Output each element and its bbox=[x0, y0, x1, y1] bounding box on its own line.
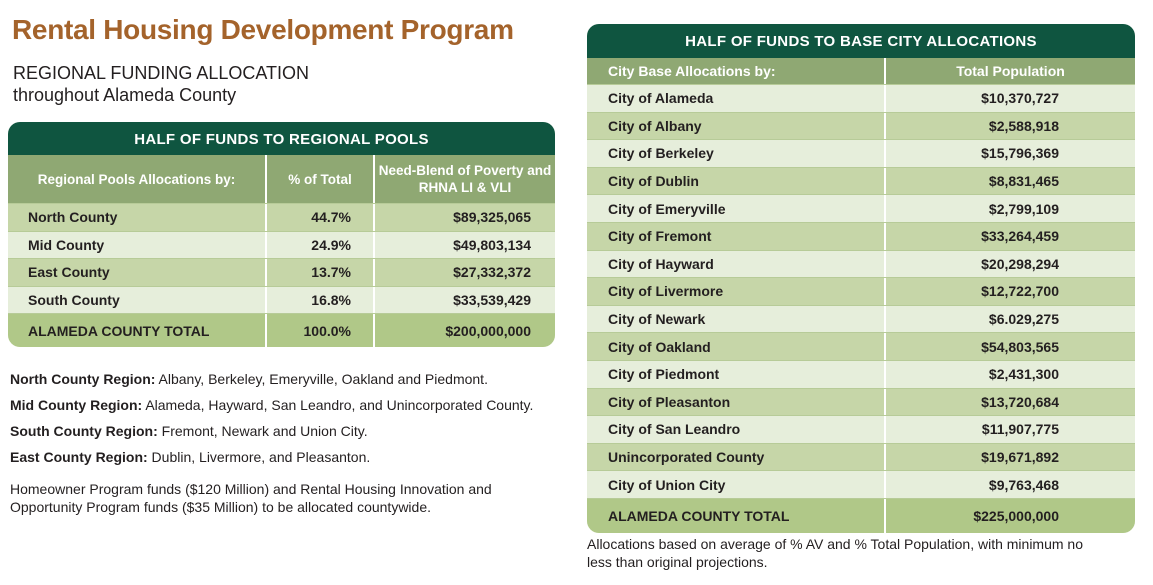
city-amount: $8,831,465 bbox=[988, 173, 1059, 190]
city-amount: $54,803,565 bbox=[981, 338, 1059, 355]
region-pct: 24.9% bbox=[267, 231, 375, 258]
city-amount: $15,796,369 bbox=[981, 145, 1059, 162]
table-row: South County 16.8% $33,539,429 bbox=[8, 286, 555, 314]
total-label: ALAMEDA COUNTY TOTAL bbox=[587, 498, 886, 533]
table-row: North County 44.7% $89,325,065 bbox=[8, 204, 555, 232]
table-row: City of Union City $9,763,468 bbox=[587, 471, 1135, 499]
table-row: City of Albany $2,588,918 bbox=[587, 112, 1135, 141]
city-name: City of Emeryville bbox=[587, 195, 886, 222]
region-note: Mid County Region: Alameda, Hayward, San… bbox=[10, 396, 555, 414]
header-total-population: Total Population bbox=[956, 63, 1065, 79]
city-name: City of Dublin bbox=[587, 167, 886, 195]
city-name: City of Newark bbox=[587, 305, 886, 333]
homeowner-note: Homeowner Program funds ($120 Million) a… bbox=[10, 481, 492, 515]
city-amount: $2,431,300 bbox=[988, 366, 1059, 383]
region-note-text: Dublin, Livermore, and Pleasanton. bbox=[147, 449, 371, 465]
city-amount: $13,720,684 bbox=[981, 393, 1059, 410]
city-name: City of Oakland bbox=[587, 333, 886, 360]
table-row: City of Dublin $8,831,465 bbox=[587, 167, 1135, 196]
city-amount: $2,799,109 bbox=[988, 200, 1059, 217]
total-pct: 100.0% bbox=[267, 314, 375, 347]
city-total-row: ALAMEDA COUNTY TOTAL $225,000,000 bbox=[587, 498, 1135, 533]
region-name: East County bbox=[8, 259, 267, 286]
city-name: City of Union City bbox=[587, 471, 886, 498]
subtitle: REGIONAL FUNDING ALLOCATION throughout A… bbox=[13, 62, 309, 106]
table-row: City of Oakland $54,803,565 bbox=[587, 333, 1135, 361]
total-amount: $200,000,000 bbox=[445, 322, 531, 339]
subtitle-line-1: REGIONAL FUNDING ALLOCATION bbox=[13, 63, 310, 83]
city-amount: $12,722,700 bbox=[981, 283, 1059, 300]
region-pct: 44.7% bbox=[267, 204, 375, 231]
city-allocations-table: HALF OF FUNDS TO BASE CITY ALLOCATIONS C… bbox=[587, 24, 1135, 533]
city-amount: $6.029,275 bbox=[988, 311, 1059, 328]
header-allocations-by: Regional Pools Allocations by: bbox=[8, 155, 267, 203]
city-amount: $33,264,459 bbox=[981, 228, 1059, 245]
table-row: Mid County 24.9% $49,803,134 bbox=[8, 231, 555, 259]
table-row: City of Livermore $12,722,700 bbox=[587, 278, 1135, 306]
header-need-blend: Need-Blend of Poverty and RHNA LI & VLI bbox=[378, 163, 552, 195]
regional-pools-table: HALF OF FUNDS TO REGIONAL POOLS Regional… bbox=[8, 122, 555, 347]
region-note-label: South County Region: bbox=[10, 423, 158, 439]
table-row: Unincorporated County $19,671,892 bbox=[587, 443, 1135, 472]
city-amount: $10,370,727 bbox=[981, 90, 1059, 107]
table-row: City of Alameda $10,370,727 bbox=[587, 85, 1135, 113]
city-name: City of Piedmont bbox=[587, 360, 886, 388]
region-note-text: Fremont, Newark and Union City. bbox=[157, 423, 368, 439]
region-amount: $27,332,372 bbox=[453, 264, 531, 281]
city-name: City of Hayward bbox=[587, 250, 886, 278]
city-name: City of Berkeley bbox=[587, 140, 886, 167]
region-notes: North County Region: Albany, Berkeley, E… bbox=[10, 370, 555, 524]
city-name: City of Livermore bbox=[587, 278, 886, 305]
table-row: City of Hayward $20,298,294 bbox=[587, 250, 1135, 279]
city-name: City of Alameda bbox=[587, 85, 886, 112]
table-row: City of Piedmont $2,431,300 bbox=[587, 360, 1135, 389]
region-note: North County Region: Albany, Berkeley, E… bbox=[10, 370, 555, 388]
header-pct-total: % of Total bbox=[267, 155, 375, 203]
regional-table-caption: HALF OF FUNDS TO REGIONAL POOLS bbox=[8, 122, 555, 155]
regional-total-row: ALAMEDA COUNTY TOTAL 100.0% $200,000,000 bbox=[8, 314, 555, 347]
region-name: North County bbox=[8, 204, 267, 231]
footnote: Allocations based on average of % AV and… bbox=[587, 536, 1083, 570]
regional-table-header: Regional Pools Allocations by: % of Tota… bbox=[8, 155, 555, 204]
region-name: Mid County bbox=[8, 231, 267, 258]
table-row: City of Berkeley $15,796,369 bbox=[587, 140, 1135, 168]
city-amount: $19,671,892 bbox=[981, 449, 1059, 466]
total-label: ALAMEDA COUNTY TOTAL bbox=[8, 314, 267, 347]
city-amount: $2,588,918 bbox=[988, 117, 1059, 134]
city-name: City of Pleasanton bbox=[587, 388, 886, 416]
table-row: City of San Leandro $11,907,775 bbox=[587, 416, 1135, 444]
page-title: Rental Housing Development Program bbox=[12, 14, 514, 45]
region-amount: $33,539,429 bbox=[453, 291, 531, 308]
region-amount: $49,803,134 bbox=[453, 236, 531, 253]
city-name: Unincorporated County bbox=[587, 443, 886, 471]
region-note-label: East County Region: bbox=[10, 449, 148, 465]
table-row: City of Newark $6.029,275 bbox=[587, 305, 1135, 334]
header-city-allocations-by: City Base Allocations by: bbox=[587, 58, 886, 84]
region-note-label: North County Region: bbox=[10, 371, 156, 387]
region-pct: 16.8% bbox=[267, 286, 375, 313]
region-name: South County bbox=[8, 286, 267, 313]
region-note-label: Mid County Region: bbox=[10, 397, 143, 413]
city-amount: $20,298,294 bbox=[981, 255, 1059, 272]
table-row: City of Fremont $33,264,459 bbox=[587, 222, 1135, 251]
city-name: City of Fremont bbox=[587, 222, 886, 250]
total-amount: $225,000,000 bbox=[973, 507, 1059, 524]
region-note: South County Region: Fremont, Newark and… bbox=[10, 422, 555, 440]
subtitle-line-2: throughout Alameda County bbox=[13, 85, 237, 105]
table-row: City of Pleasanton $13,720,684 bbox=[587, 388, 1135, 417]
region-pct: 13.7% bbox=[267, 259, 375, 286]
region-note-text: Alameda, Hayward, San Leandro, and Uninc… bbox=[142, 397, 534, 413]
city-table-caption: HALF OF FUNDS TO BASE CITY ALLOCATIONS bbox=[587, 24, 1135, 58]
city-amount: $9,763,468 bbox=[988, 476, 1059, 493]
table-row: East County 13.7% $27,332,372 bbox=[8, 259, 555, 287]
region-note: East County Region: Dublin, Livermore, a… bbox=[10, 448, 555, 466]
city-table-header: City Base Allocations by: Total Populati… bbox=[587, 58, 1135, 85]
region-amount: $89,325,065 bbox=[453, 209, 531, 226]
table-row: City of Emeryville $2,799,109 bbox=[587, 195, 1135, 223]
city-name: City of Albany bbox=[587, 112, 886, 140]
city-name: City of San Leandro bbox=[587, 416, 886, 443]
city-amount: $11,907,775 bbox=[981, 421, 1059, 438]
region-note-text: Albany, Berkeley, Emeryville, Oakland an… bbox=[155, 371, 488, 387]
